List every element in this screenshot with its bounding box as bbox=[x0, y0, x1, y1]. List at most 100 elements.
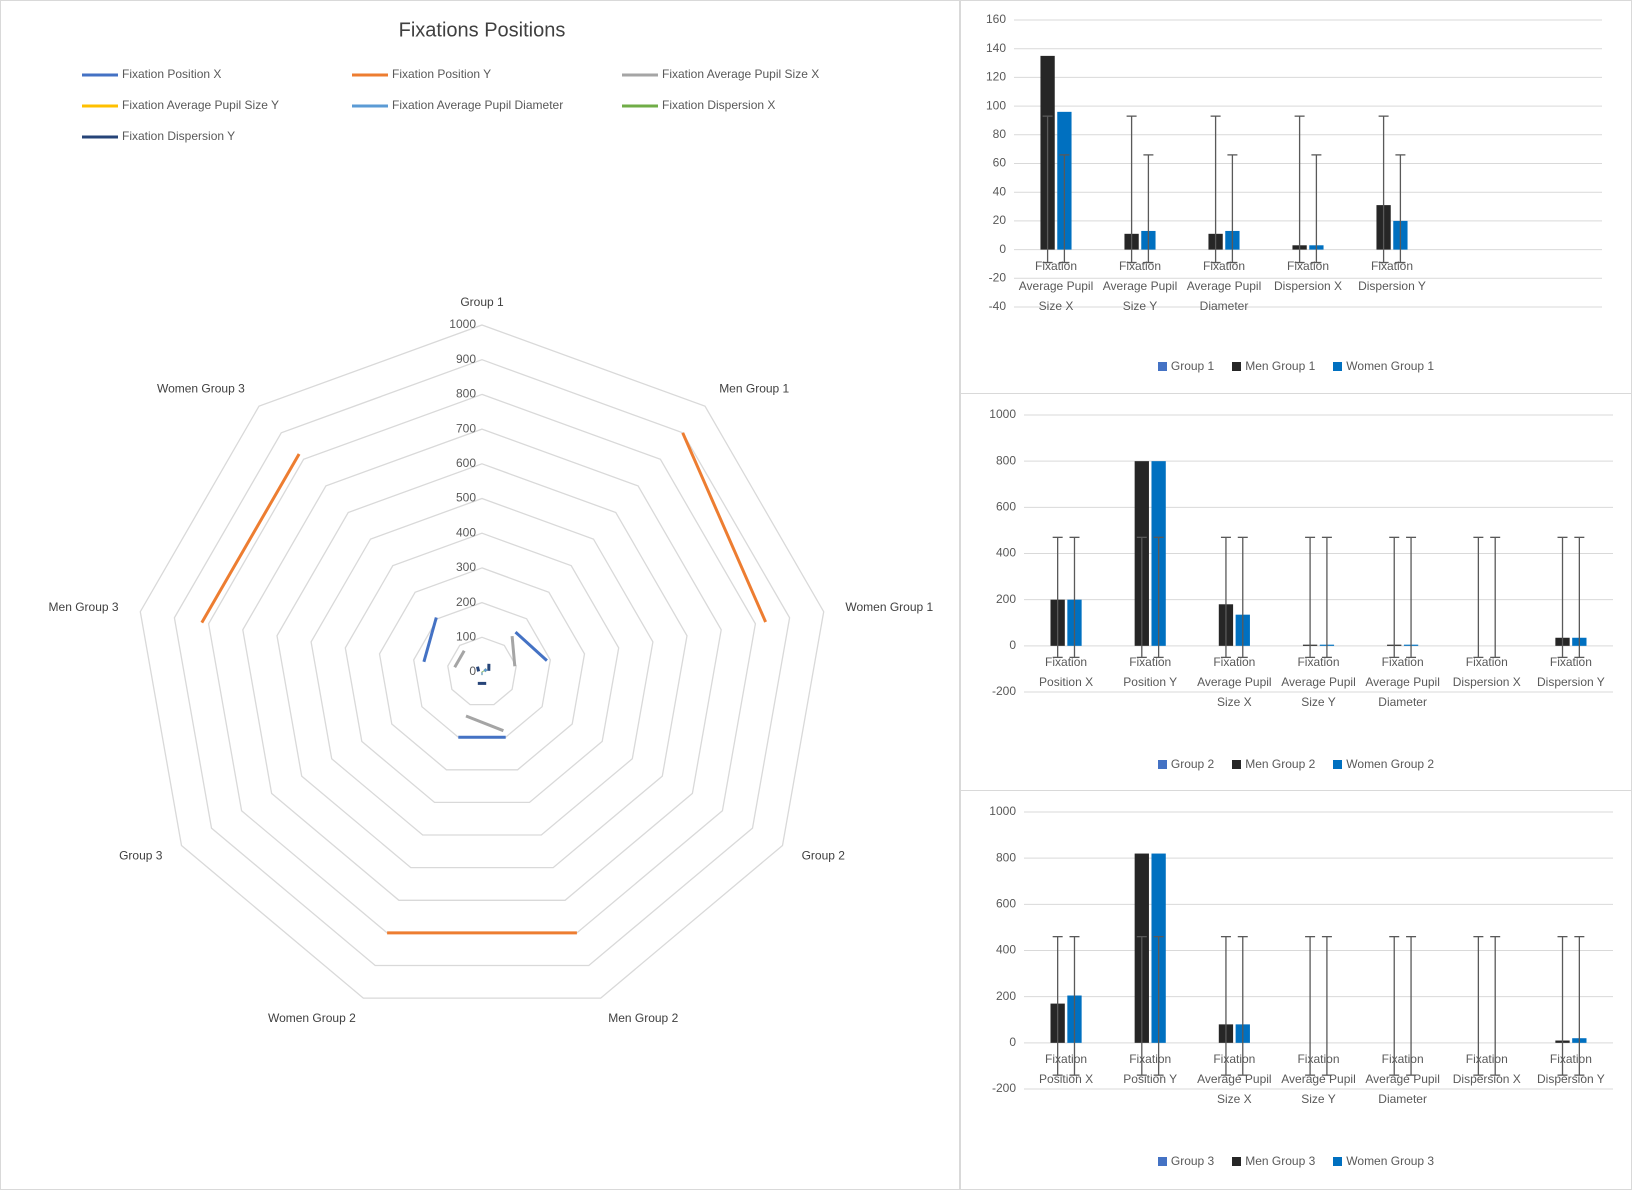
bar-chart: -200 0 200 400 600 800 1000 bbox=[989, 407, 1613, 698]
bar-chart: -200 0 200 400 600 800 1000 bbox=[989, 804, 1613, 1095]
r-tick-label: 400 bbox=[456, 525, 476, 539]
error-bar bbox=[1406, 935, 1417, 1076]
legend-label: Women Group 2 bbox=[1346, 757, 1435, 771]
grid-ring bbox=[447, 636, 517, 706]
y-tick-label: -20 bbox=[989, 270, 1007, 284]
bar-panel: -40 -20 0 20 40 60 80 100 120 140 160 Fixation Aver… bbox=[960, 0, 1632, 394]
error-bar bbox=[1237, 935, 1248, 1076]
r-tick-label: 900 bbox=[456, 352, 476, 366]
r-tick-label: 700 bbox=[456, 421, 476, 435]
error-bar bbox=[1395, 154, 1406, 264]
legend-label: Fixation Average Pupil Size Y bbox=[122, 98, 279, 112]
grid-ring bbox=[242, 428, 722, 901]
x-tick-label: Fixation Dispersion Y bbox=[1358, 258, 1426, 293]
y-tick-label: 200 bbox=[996, 592, 1016, 606]
x-tick-label: Fixation Position Y bbox=[1123, 654, 1178, 689]
error-bar bbox=[1069, 536, 1080, 659]
x-tick-label: Fixation Dispersion X bbox=[1452, 654, 1521, 689]
x-tick-label: Fixation Average Pupil Size Y bbox=[1281, 654, 1356, 709]
error-bar bbox=[1490, 935, 1501, 1076]
legend-label: Fixation Position X bbox=[122, 67, 221, 81]
category-label: Women Group 2 bbox=[268, 1011, 356, 1025]
y-tick-label: 600 bbox=[996, 500, 1016, 514]
legend-label: Men Group 1 bbox=[1245, 359, 1316, 373]
legend-label: Group 3 bbox=[1170, 1154, 1215, 1168]
error-bar bbox=[1136, 536, 1147, 659]
legend-swatch bbox=[1232, 1156, 1242, 1166]
x-tick-label: Fixation Average Pupil Size X bbox=[1197, 1051, 1272, 1106]
error-bar bbox=[1153, 935, 1164, 1076]
error-bar bbox=[1321, 935, 1332, 1076]
y-tick-label: 60 bbox=[993, 156, 1007, 170]
legend-swatch bbox=[1333, 361, 1343, 371]
error-bar bbox=[1305, 935, 1316, 1076]
error-bar bbox=[1143, 154, 1154, 264]
grid-ring bbox=[173, 359, 791, 967]
error-bar bbox=[1069, 935, 1080, 1076]
error-bar bbox=[1294, 115, 1305, 264]
y-tick-label: 120 bbox=[986, 70, 1006, 84]
error-bar bbox=[1042, 115, 1053, 264]
error-bar bbox=[1473, 935, 1484, 1076]
legend-label: Women Group 3 bbox=[1346, 1154, 1435, 1168]
legend-label: Group 2 bbox=[1170, 757, 1215, 771]
radar-line bbox=[514, 630, 548, 662]
legend-item: Men Group 3 bbox=[1232, 1154, 1315, 1168]
x-tick-label: Fixation Dispersion Y bbox=[1537, 654, 1605, 689]
x-tick-label: Fixation Position Y bbox=[1123, 1051, 1178, 1086]
radar-line bbox=[200, 453, 301, 624]
y-tick-label: 160 bbox=[986, 12, 1006, 26]
radar-line bbox=[465, 714, 504, 733]
legend-label: Men Group 2 bbox=[1245, 757, 1316, 771]
r-tick-label: 500 bbox=[456, 491, 476, 505]
r-tick-label: 100 bbox=[456, 629, 476, 643]
error-bar bbox=[1321, 536, 1332, 659]
error-bar bbox=[1473, 536, 1484, 659]
x-tick-label: Fixation Average Pupil Size X bbox=[1018, 258, 1094, 313]
x-tick-label: Fixation Dispersion X bbox=[1273, 258, 1343, 293]
error-bar bbox=[1227, 154, 1238, 264]
category-label: Group 1 bbox=[460, 295, 504, 309]
x-tick-label: Fixation Average Pupil Diameter bbox=[1186, 258, 1262, 313]
radar-chart: Fixations Positions Fixation Position X Fi… bbox=[49, 19, 934, 1025]
legend-item: Men Group 1 bbox=[1232, 359, 1315, 373]
legend-item: Men Group 2 bbox=[1232, 757, 1315, 771]
error-bar bbox=[1574, 935, 1585, 1076]
x-tick-label: Fixation Dispersion X bbox=[1452, 1051, 1521, 1086]
r-tick-label: 200 bbox=[456, 595, 476, 609]
y-tick-label: 600 bbox=[996, 897, 1016, 911]
x-tick-label: Fixation Average Pupil Size Y bbox=[1281, 1051, 1356, 1106]
r-tick-label: 300 bbox=[456, 560, 476, 574]
error-bar bbox=[1126, 115, 1137, 264]
legend-item: Group 1 bbox=[1157, 359, 1215, 373]
error-bar bbox=[1574, 536, 1585, 659]
error-bar bbox=[1389, 935, 1400, 1076]
y-tick-label: 1000 bbox=[989, 804, 1016, 818]
category-label: Men Group 1 bbox=[719, 382, 789, 396]
radar-panel: Fixations Positions Fixation Position X Fi… bbox=[0, 0, 960, 1190]
y-tick-label: 400 bbox=[996, 546, 1016, 560]
y-tick-label: 0 bbox=[1009, 638, 1016, 652]
y-tick-label: 400 bbox=[996, 943, 1016, 957]
error-bar bbox=[1220, 935, 1231, 1076]
y-tick-label: 0 bbox=[1009, 1035, 1016, 1049]
legend-label: Group 1 bbox=[1170, 359, 1215, 373]
y-tick-label: 140 bbox=[986, 41, 1006, 55]
radar-line bbox=[422, 617, 438, 663]
legend-item: Women Group 3 bbox=[1333, 1154, 1434, 1168]
bar-panel: -200 0 200 400 600 800 1000 Fixation Position X… bbox=[960, 790, 1632, 1190]
r-tick-label: 600 bbox=[456, 456, 476, 470]
legend-swatch bbox=[1157, 759, 1167, 769]
legend-item: Group 3 bbox=[1157, 1154, 1215, 1168]
y-tick-label: 0 bbox=[999, 242, 1006, 256]
legend-swatch bbox=[1333, 759, 1343, 769]
legend: Group 2 Men Group 2 Women Group 2 bbox=[961, 757, 1631, 771]
legend-swatch bbox=[1232, 361, 1242, 371]
category-label: Women Group 1 bbox=[845, 600, 933, 614]
error-bar bbox=[1052, 935, 1063, 1076]
grid-ring bbox=[310, 497, 654, 836]
y-tick-label: 100 bbox=[986, 98, 1006, 112]
error-bar bbox=[1490, 536, 1501, 659]
y-tick-label: -40 bbox=[989, 299, 1007, 313]
